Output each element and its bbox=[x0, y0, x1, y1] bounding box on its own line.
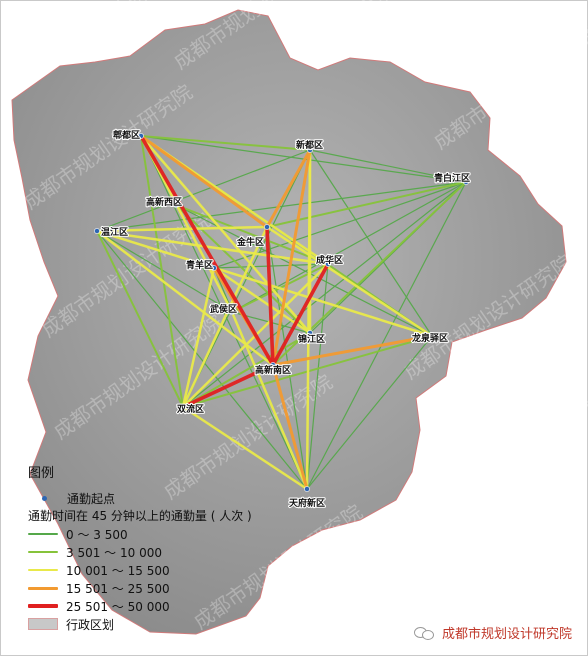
watermark-text: 成都市规划设计研究院 bbox=[429, 20, 588, 154]
legend-flow-heading: 通勤时间在 45 分钟以上的通勤量 ( 人次 ) bbox=[28, 509, 252, 523]
flow-line-gaoxin-tianfu bbox=[271, 363, 309, 491]
flow-line-qingbaijiang-gaoxin bbox=[272, 181, 467, 366]
district-label-jinniu: 金牛区 bbox=[236, 236, 264, 248]
flow-line-jinniu-gaoxin bbox=[265, 225, 275, 367]
flow-line-longquanyi-tianfu bbox=[306, 335, 433, 490]
legend-admin-label: 行政区划 bbox=[66, 617, 115, 632]
legend-line-swatch bbox=[28, 533, 58, 535]
district-label-chenghua: 成华区 bbox=[316, 254, 343, 266]
flow-line-qingbaijiang-shuangliu bbox=[182, 181, 467, 408]
flow-line-pixian-jinniu bbox=[139, 134, 269, 229]
district-label-tianfu: 天府新区 bbox=[289, 497, 325, 509]
flow-line-wenjiang-shuangliu bbox=[96, 230, 184, 408]
origin-point-jinjiang bbox=[307, 330, 313, 336]
district-label-longquanyi: 龙泉驿区 bbox=[411, 332, 448, 344]
legend-class-label: 3 501 ～ 10 000 bbox=[66, 545, 162, 560]
district-label-gaoxinxi: 高新西区 bbox=[146, 196, 182, 208]
legend-class-row: 25 501 ～ 50 000 bbox=[28, 597, 328, 615]
legend-admin-row: 行政区划 bbox=[28, 615, 328, 633]
origin-point-tianfu bbox=[304, 486, 310, 492]
flow-line-wenjiang-tianfu bbox=[96, 230, 308, 490]
origin-point-shuangliu bbox=[180, 404, 186, 410]
legend-origin-row: 通勤起点 bbox=[28, 489, 328, 507]
legend-classes: 0 ～ 3 500 3 501 ～ 10 000 10 001 ～ 15 500 15… bbox=[28, 525, 328, 615]
flow-line-xindu-gaoxin bbox=[271, 148, 312, 367]
flow-line-qingyang-shuangliu bbox=[181, 266, 216, 409]
flow-lines bbox=[95, 134, 467, 491]
legend-class-label: 15 501 ～ 25 500 bbox=[66, 581, 170, 596]
flow-line-wenjiang-jinniu bbox=[95, 225, 269, 233]
flow-line-gaoxinxi-chenghua bbox=[175, 204, 329, 265]
district-label-gaoxin: 高新南区 bbox=[255, 364, 291, 376]
flow-line-wenjiang-longquanyi bbox=[95, 229, 434, 338]
origin-dot-icon bbox=[42, 495, 47, 501]
flow-line-pixian-xindu bbox=[140, 135, 311, 151]
flow-line-qingyang-jinjiang bbox=[212, 266, 312, 335]
legend-class-row: 10 001 ～ 15 500 bbox=[28, 561, 328, 579]
legend-line-swatch bbox=[28, 551, 58, 553]
flow-line-pixian-gaoxin bbox=[139, 134, 275, 367]
origin-point-jinniu bbox=[264, 224, 270, 230]
origin-point-wenjiang bbox=[94, 228, 100, 234]
flow-line-wuhou-tianfu bbox=[230, 310, 309, 491]
origin-point-longquanyi bbox=[429, 333, 435, 339]
origin-point-qingyang bbox=[211, 265, 217, 271]
district-label-shuangliu: 双流区 bbox=[177, 403, 204, 415]
origin-point-gaoxin bbox=[270, 362, 276, 368]
origin-point-qingbaijiang bbox=[463, 179, 469, 185]
district-label-wenjiang: 温江区 bbox=[101, 226, 128, 238]
watermark-text: 成都市规划设计研究院 bbox=[319, 0, 497, 44]
legend-title: 图例 bbox=[28, 466, 55, 481]
flow-line-jinjiang-shuangliu bbox=[182, 332, 311, 408]
legend-class-label: 10 001 ～ 15 500 bbox=[66, 563, 170, 578]
flow-line-gaoxin-longquanyi bbox=[271, 334, 434, 367]
flow-line-wenjiang-chenghua bbox=[95, 229, 330, 266]
flow-line-shuangliu-gaoxin bbox=[181, 363, 275, 409]
flow-line-wenjiang-xindu bbox=[96, 149, 311, 232]
flow-line-qingbaijiang-jinniu bbox=[266, 181, 467, 228]
source-text: 成都市规划设计研究院 bbox=[441, 627, 572, 642]
wechat-icon bbox=[413, 626, 436, 640]
legend-origin-label: 通勤起点 bbox=[67, 491, 116, 506]
flow-line-jinniu-tianfu bbox=[266, 226, 308, 490]
legend-class-row: 0 ～ 3 500 bbox=[28, 525, 328, 543]
source-credit: 成都市规划设计研究院 bbox=[413, 623, 572, 642]
district-label-qingbaijiang: 青白江区 bbox=[434, 172, 470, 184]
origin-point-chenghua bbox=[325, 261, 331, 267]
flow-line-xindu-qingbaijiang bbox=[309, 149, 467, 183]
flow-line-jinniu-shuangliu bbox=[181, 225, 269, 409]
district-label-pixian: 郫都区 bbox=[113, 129, 140, 141]
district-label-xindu: 新都区 bbox=[296, 139, 323, 151]
district-label-qingyang: 青羊区 bbox=[186, 259, 213, 271]
flow-line-pixian-shuangliu bbox=[140, 135, 184, 408]
flow-line-chenghua-gaoxin bbox=[271, 262, 330, 367]
flow-line-pixian-tianfu bbox=[140, 135, 308, 490]
legend: 图例 通勤起点 通勤时间在 45 分钟以上的通勤量 ( 人次 ) 0 ～ 3 5… bbox=[28, 462, 328, 633]
legend-class-row: 15 501 ～ 25 500 bbox=[28, 579, 328, 597]
flow-line-gaoxinxi-jinjiang bbox=[175, 204, 311, 334]
flow-line-wenjiang-wuhou bbox=[96, 230, 233, 313]
origin-points bbox=[94, 133, 469, 492]
origin-point-xindu bbox=[307, 147, 313, 153]
origin-point-gaoxinxi bbox=[173, 202, 179, 208]
district-label-wuhou: 武侯区 bbox=[210, 303, 237, 315]
flow-line-xindu-longquanyi bbox=[309, 149, 433, 337]
legend-class-label: 25 501 ～ 50 000 bbox=[66, 599, 170, 614]
legend-line-swatch bbox=[28, 604, 58, 608]
legend-line-swatch bbox=[28, 586, 58, 590]
origin-point-pixian bbox=[138, 133, 144, 139]
watermark-text: 成都市规划设计研究院 bbox=[419, 390, 588, 524]
flow-line-shuangliu-tianfu bbox=[181, 405, 309, 491]
legend-class-row: 3 501 ～ 10 000 bbox=[28, 543, 328, 561]
legend-line-swatch bbox=[28, 568, 58, 572]
legend-class-label: 0 ～ 3 500 bbox=[66, 527, 128, 542]
origin-point-wuhou bbox=[229, 309, 235, 315]
district-label-jinjiang: 锦江区 bbox=[298, 333, 325, 345]
flow-line-xindu-jinniu bbox=[265, 148, 312, 229]
admin-area-swatch bbox=[28, 618, 58, 630]
flow-line-pixian-jinjiang bbox=[139, 134, 312, 335]
flow-line-qingbaijiang-tianfu bbox=[306, 181, 467, 490]
